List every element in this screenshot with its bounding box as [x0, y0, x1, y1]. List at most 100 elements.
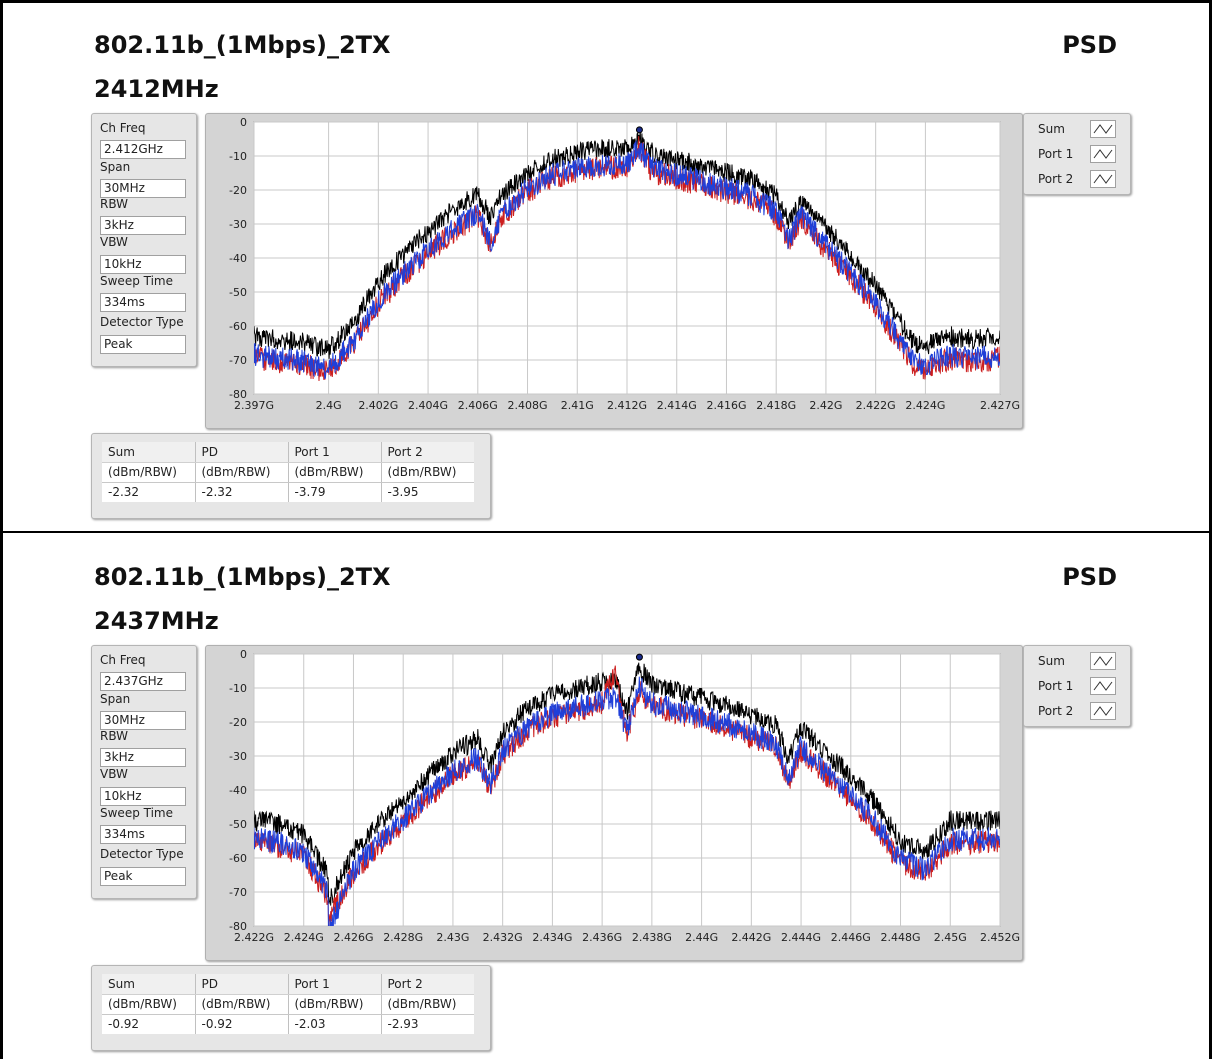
y-tick-label: -50	[229, 818, 247, 831]
summary-headers-row: Sum PD Port 1 Port 2	[102, 442, 474, 463]
legend-label: Port 2	[1038, 172, 1074, 186]
summary-table: Sum PD Port 1 Port 2 (dBm/RBW) (dBm/RBW) (dBm/…	[102, 442, 474, 502]
measurement-settings: Ch Freq 2.412GHz Span 30MHz RBW 3kHz VBW 10kHz S…	[91, 113, 197, 367]
span-value[interactable]: 30MHz	[100, 179, 186, 198]
y-tick-label: -20	[229, 716, 247, 729]
series-sum-trace	[254, 662, 1000, 906]
vbw-value[interactable]: 10kHz	[100, 787, 186, 806]
detector-type-label: Detector Type	[100, 315, 184, 329]
x-tick-label: 2.43G	[436, 931, 469, 944]
x-tick-label: 2.416G	[706, 399, 746, 412]
sweep-time-value[interactable]: 334ms	[100, 825, 186, 844]
summary-cell: (dBm/RBW)	[380, 462, 474, 483]
legend-label: Port 1	[1038, 147, 1074, 161]
y-tick-label: 0	[240, 116, 247, 129]
summary-cell: -2.32	[102, 482, 195, 502]
summary-values-row: -2.32 -2.32 -3.79 -3.95	[102, 482, 474, 502]
series-port2-trace	[254, 676, 1000, 926]
x-tick-label: 2.424G	[284, 931, 324, 944]
line-style-glyph-icon	[1093, 656, 1113, 666]
measurement-settings: Ch Freq 2.437GHz Span 30MHz RBW 3kHz VBW 10kHz S…	[91, 645, 197, 899]
x-tick-label: 2.414G	[657, 399, 697, 412]
summary-cell: Port 2	[380, 442, 474, 463]
rbw-value[interactable]: 3kHz	[100, 216, 186, 235]
legend-item-port1[interactable]: Port 1	[1024, 143, 1130, 167]
y-tick-label: -70	[229, 886, 247, 899]
y-tick-label: -30	[229, 750, 247, 763]
legend-item-port1[interactable]: Port 1	[1024, 675, 1130, 699]
rbw-label: RBW	[100, 729, 129, 743]
psd-chart-svg: 0 -10 -20 -30 -40 -50 -60 -70 -802.422G 2.424G 2.4…	[229, 648, 1020, 944]
x-tick-label: 2.426G	[333, 931, 373, 944]
x-tick-label: 2.432G	[483, 931, 523, 944]
channel-frequency-title: 2437MHz	[94, 607, 219, 635]
x-tick-label: 2.406G	[458, 399, 498, 412]
summary-cell: (dBm/RBW)	[102, 462, 195, 483]
ch-freq-value[interactable]: 2.437GHz	[100, 672, 186, 691]
summary-cell: Sum	[102, 442, 195, 463]
x-tick-label: 2.452G	[980, 931, 1020, 944]
sweep-time-label: Sweep Time	[100, 806, 173, 820]
vbw-value[interactable]: 10kHz	[100, 255, 186, 274]
summary-cell: (dBm/RBW)	[287, 994, 381, 1015]
y-tick-label: -10	[229, 682, 247, 695]
ch-freq-value[interactable]: 2.412GHz	[100, 140, 186, 159]
y-tick-label: -40	[229, 252, 247, 265]
plot-style-icon[interactable]	[1090, 652, 1116, 670]
span-value[interactable]: 30MHz	[100, 711, 186, 730]
y-tick-label: -70	[229, 354, 247, 367]
legend-item-port2[interactable]: Port 2	[1024, 168, 1130, 192]
x-tick-label: 2.44G	[685, 931, 718, 944]
vbw-label: VBW	[100, 235, 128, 249]
summary-values-row: -0.92 -0.92 -2.03 -2.93	[102, 1014, 474, 1034]
line-style-glyph-icon	[1093, 681, 1113, 691]
detector-type-value[interactable]: Peak	[100, 867, 186, 886]
legend-item-sum[interactable]: Sum	[1024, 118, 1130, 142]
power-summary: Sum PD Port 1 Port 2 (dBm/RBW) (dBm/RBW) (dBm/…	[91, 965, 491, 1051]
x-tick-label: 2.412G	[607, 399, 647, 412]
plot-style-icon[interactable]	[1090, 677, 1116, 695]
plot-legend: Sum Port 1 Port 2	[1023, 113, 1131, 195]
span-label: Span	[100, 160, 131, 174]
rbw-label: RBW	[100, 197, 129, 211]
psd-panel-2412: 802.11b_(1Mbps)_2TX 2412MHz PSD Ch Freq 2.41…	[3, 3, 1209, 533]
plot-style-icon[interactable]	[1090, 702, 1116, 720]
summary-cell: Port 1	[287, 442, 381, 463]
legend-label: Port 2	[1038, 704, 1074, 718]
y-tick-label: -30	[229, 218, 247, 231]
y-tick-label: -40	[229, 784, 247, 797]
legend-label: Port 1	[1038, 679, 1074, 693]
power-summary: Sum PD Port 1 Port 2 (dBm/RBW) (dBm/RBW) (dBm/…	[91, 433, 491, 519]
rbw-value[interactable]: 3kHz	[100, 748, 186, 767]
summary-cell: Port 1	[287, 974, 381, 995]
x-tick-label: 2.436G	[582, 931, 622, 944]
plot-style-icon[interactable]	[1090, 170, 1116, 188]
detector-type-value[interactable]: Peak	[100, 335, 186, 354]
summary-table: Sum PD Port 1 Port 2 (dBm/RBW) (dBm/RBW) (dBm/…	[102, 974, 474, 1034]
summary-cell: -3.79	[287, 482, 381, 502]
summary-cell: -2.32	[194, 482, 288, 502]
panel-title: 802.11b_(1Mbps)_2TX	[94, 563, 391, 591]
channel-frequency-title: 2412MHz	[94, 75, 219, 103]
peak-marker	[635, 653, 643, 661]
psd-label: PSD	[1062, 563, 1117, 591]
ch-freq-label: Ch Freq	[100, 653, 146, 667]
line-style-glyph-icon	[1093, 706, 1113, 716]
legend-item-sum[interactable]: Sum	[1024, 650, 1130, 674]
span-label: Span	[100, 692, 131, 706]
detector-type-label: Detector Type	[100, 847, 184, 861]
sweep-time-value[interactable]: 334ms	[100, 293, 186, 312]
legend-label: Sum	[1038, 122, 1065, 136]
line-style-glyph-icon	[1093, 174, 1113, 184]
x-tick-label: 2.428G	[383, 931, 423, 944]
plot-style-icon[interactable]	[1090, 145, 1116, 163]
x-tick-label: 2.448G	[881, 931, 921, 944]
psd-chart-svg: 0 -10 -20 -30 -40 -50 -60 -70 -802.397G 2.4G 2.402…	[229, 116, 1020, 412]
x-tick-label: 2.41G	[561, 399, 594, 412]
plot-style-icon[interactable]	[1090, 120, 1116, 138]
y-tick-label: -10	[229, 150, 247, 163]
y-tick-label: -20	[229, 184, 247, 197]
legend-item-port2[interactable]: Port 2	[1024, 700, 1130, 724]
x-tick-label: 2.438G	[632, 931, 672, 944]
